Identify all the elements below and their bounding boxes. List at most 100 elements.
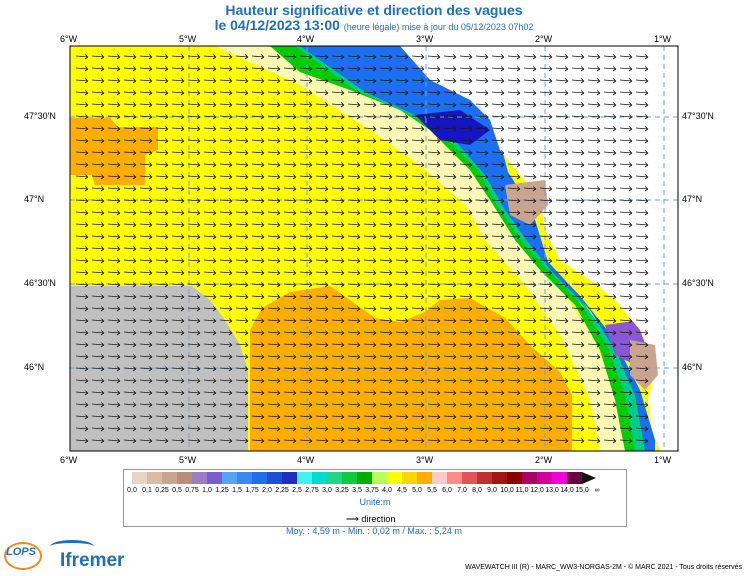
arrow-head (260, 162, 265, 168)
direction-arrow (123, 198, 137, 204)
direction-arrow (219, 90, 233, 96)
direction-arrow (459, 162, 473, 168)
direction-arrow (251, 126, 265, 132)
arrow-head (100, 114, 105, 120)
arrow-shaft (315, 103, 329, 106)
direction-arrow (171, 114, 185, 120)
direction-arrow (267, 162, 281, 168)
arrow-shaft (203, 115, 217, 118)
arrow-shaft (171, 55, 185, 58)
arrow-head (596, 126, 601, 132)
arrow-head (596, 102, 601, 108)
arrow-head (436, 54, 441, 60)
legend-tick-label: 4,5 (397, 487, 407, 494)
arrow-head (516, 114, 521, 120)
arrow-shaft (219, 187, 233, 190)
arrow-head (548, 54, 553, 60)
arrow-shaft (427, 103, 441, 106)
direction-arrow (315, 114, 329, 120)
arrow-head (468, 198, 473, 204)
arrow-shaft (91, 187, 105, 190)
arrow-head (228, 78, 233, 84)
direction-arrow (347, 126, 361, 132)
legend-swatch (507, 472, 522, 484)
direction-arrow (299, 138, 313, 144)
arrow-head (436, 138, 441, 144)
arrow-head (100, 162, 105, 168)
direction-arrow (619, 66, 633, 72)
lon-label: 2°W (535, 455, 553, 465)
arrow-shaft (171, 103, 185, 106)
legend-swatch (177, 472, 192, 484)
direction-arrow (331, 54, 345, 60)
direction-arrow (203, 198, 217, 204)
arrow-head (196, 198, 201, 204)
direction-arrow (251, 66, 265, 72)
direction-arrow (443, 198, 457, 204)
direction-arrow (539, 102, 553, 108)
arrow-shaft (235, 55, 249, 58)
arrow-shaft (491, 67, 505, 70)
arrow-head (404, 198, 409, 204)
arrow-shaft (619, 175, 633, 178)
direction-arrow (187, 102, 201, 108)
legend-tick-label: 14,0 (560, 487, 574, 494)
arrow-shaft (91, 115, 105, 118)
direction-arrow (571, 174, 585, 180)
direction-arrow (267, 90, 281, 96)
arrow-head (580, 114, 585, 120)
direction-arrow (171, 162, 185, 168)
direction-arrow (539, 198, 553, 204)
arrow-shaft (91, 55, 105, 58)
lat-label: 47°N (682, 194, 703, 204)
arrow-shaft (411, 187, 425, 190)
arrow-head (596, 114, 601, 120)
direction-arrow (91, 138, 105, 144)
arrow-shaft (459, 187, 473, 190)
legend-tick-label: 15,0 (575, 487, 589, 494)
direction-arrow (219, 114, 233, 120)
arrow-head (612, 66, 617, 72)
arrow-head (356, 102, 361, 108)
arrow-head (292, 90, 297, 96)
arrow-shaft (171, 187, 185, 190)
arrow-shaft (203, 103, 217, 106)
direction-arrow (91, 186, 105, 192)
arrow-shaft (187, 163, 201, 166)
arrow-head (644, 54, 649, 60)
arrow-head (228, 54, 233, 60)
lat-label: 47°30'N (682, 111, 714, 121)
lat-label: 46°N (24, 362, 45, 372)
arrow-head (276, 66, 281, 72)
arrow-head (420, 54, 425, 60)
legend-tick-label: 0,0 (127, 487, 137, 494)
direction-arrow (587, 66, 601, 72)
direction-arrow (155, 126, 169, 132)
direction-arrow (187, 114, 201, 120)
arrow-head (148, 138, 153, 144)
arrow-head (516, 102, 521, 108)
arrow-head (404, 174, 409, 180)
arrow-head (532, 66, 537, 72)
direction-arrow (219, 186, 233, 192)
arrow-head (356, 126, 361, 132)
direction-arrow (171, 186, 185, 192)
direction-arrow (507, 174, 521, 180)
arrow-shaft (363, 79, 377, 82)
arrow-shaft (219, 139, 233, 142)
arrow-shaft (219, 55, 233, 58)
arrow-head (500, 138, 505, 144)
direction-arrow (395, 90, 409, 96)
arrow-shaft (507, 103, 521, 106)
direction-arrow (379, 174, 393, 180)
arrow-shaft (619, 127, 633, 130)
direction-arrow (267, 114, 281, 120)
arrow-head (164, 174, 169, 180)
legend-swatch (207, 472, 222, 484)
arrow-shaft (139, 187, 153, 190)
arrow-head (500, 78, 505, 84)
legend-tick-label: 4,0 (382, 487, 392, 494)
arrow-shaft (139, 67, 153, 70)
direction-arrow (523, 54, 537, 60)
arrow-head (260, 66, 265, 72)
